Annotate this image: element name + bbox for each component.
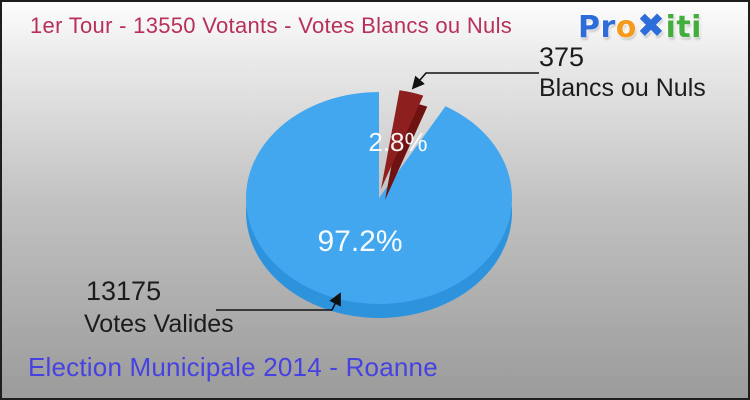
logo-segment-pr: Pr (578, 10, 616, 45)
footer-caption: Election Municipale 2014 - Roanne (28, 352, 438, 382)
pie-slice-valides (246, 92, 513, 304)
pie-percent-blancs: 2.8% (368, 127, 428, 157)
pie-slice-blancs-side (385, 101, 428, 200)
logo-segment-iti: iti (665, 10, 702, 45)
callout-valides-value: 13175 (86, 276, 162, 306)
callout-blancs-label: Blancs ou Nuls (539, 74, 706, 102)
callout-arrow-valides (216, 292, 341, 311)
pie-percent-valides: 97.2% (317, 225, 403, 258)
logo-segment-o: o (615, 10, 637, 45)
pie-slice-blancs (381, 90, 424, 189)
chart-title: 1er Tour - 13550 Votants - Votes Blancs … (30, 13, 513, 38)
callout-arrow-blancs (411, 72, 539, 90)
logo-x-icon: ✖ (636, 6, 666, 45)
callout-blancs-value: 375 (539, 42, 585, 72)
callout-valides-label: Votes Valides (84, 310, 234, 338)
proxiti-logo: Pro✖iti (578, 8, 702, 44)
